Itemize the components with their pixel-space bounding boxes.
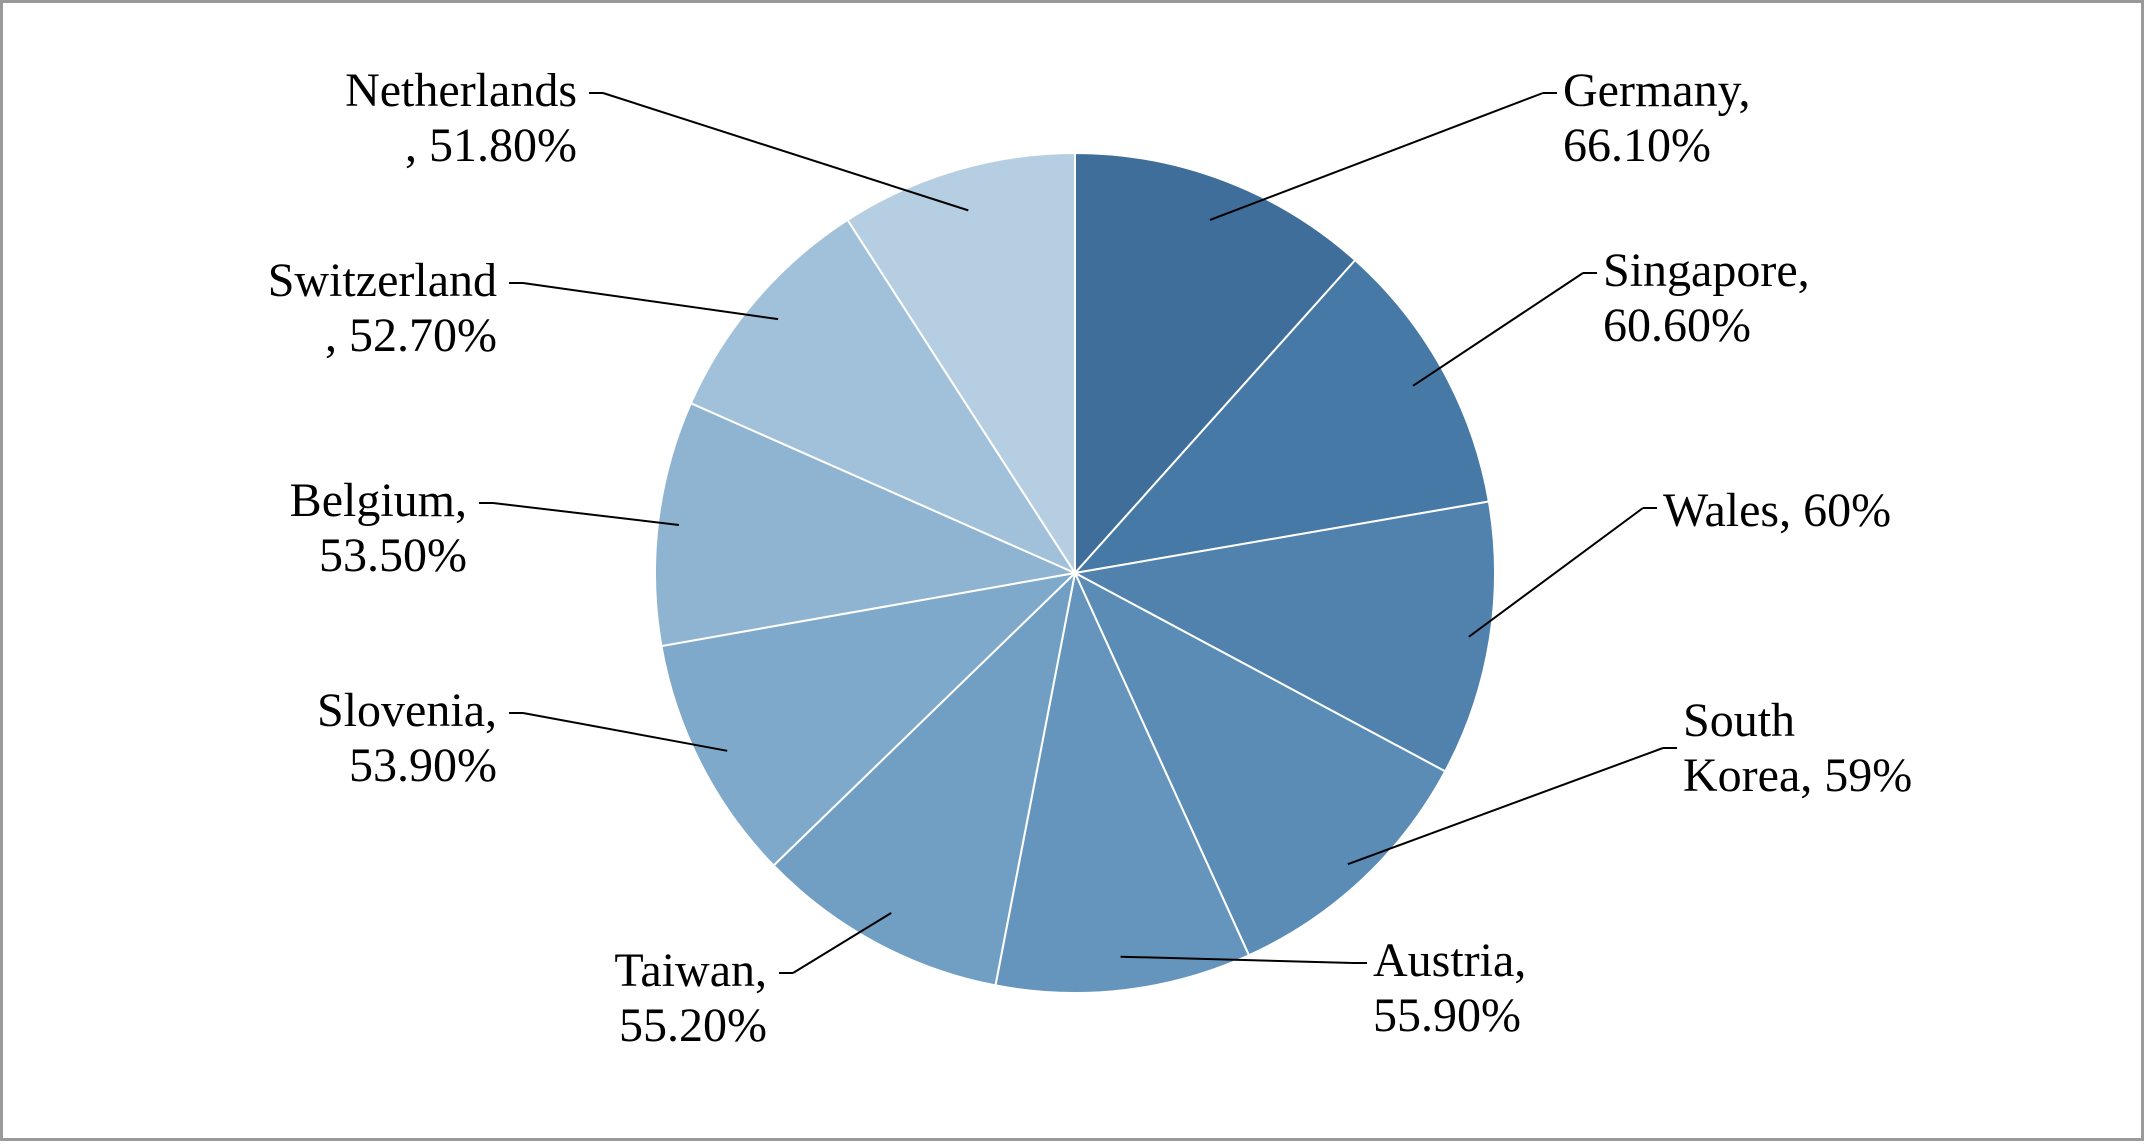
- leader-singapore: [1413, 273, 1583, 386]
- label-netherlands: Netherlands , 51.80%: [345, 63, 577, 173]
- leader-germany: [1210, 93, 1543, 220]
- label-wales: Wales, 60%: [1663, 483, 1891, 538]
- leader-netherlands: [603, 93, 968, 210]
- label-austria: Austria, 55.90%: [1373, 933, 1526, 1043]
- label-germany: Germany, 66.10%: [1563, 63, 1750, 173]
- chart-frame: Germany, 66.10% Singapore, 60.60% Wales, 6…: [0, 0, 2144, 1141]
- label-slovenia: Slovenia, 53.90%: [317, 683, 497, 793]
- leader-switzerland: [523, 283, 778, 319]
- label-singapore: Singapore, 60.60%: [1603, 243, 1810, 353]
- label-south-korea: South Korea, 59%: [1683, 693, 1912, 803]
- label-belgium: Belgium, 53.50%: [290, 473, 467, 583]
- label-switzerland: Switzerland , 52.70%: [268, 253, 497, 363]
- label-taiwan: Taiwan, 55.20%: [614, 943, 767, 1053]
- leader-belgium: [493, 503, 679, 525]
